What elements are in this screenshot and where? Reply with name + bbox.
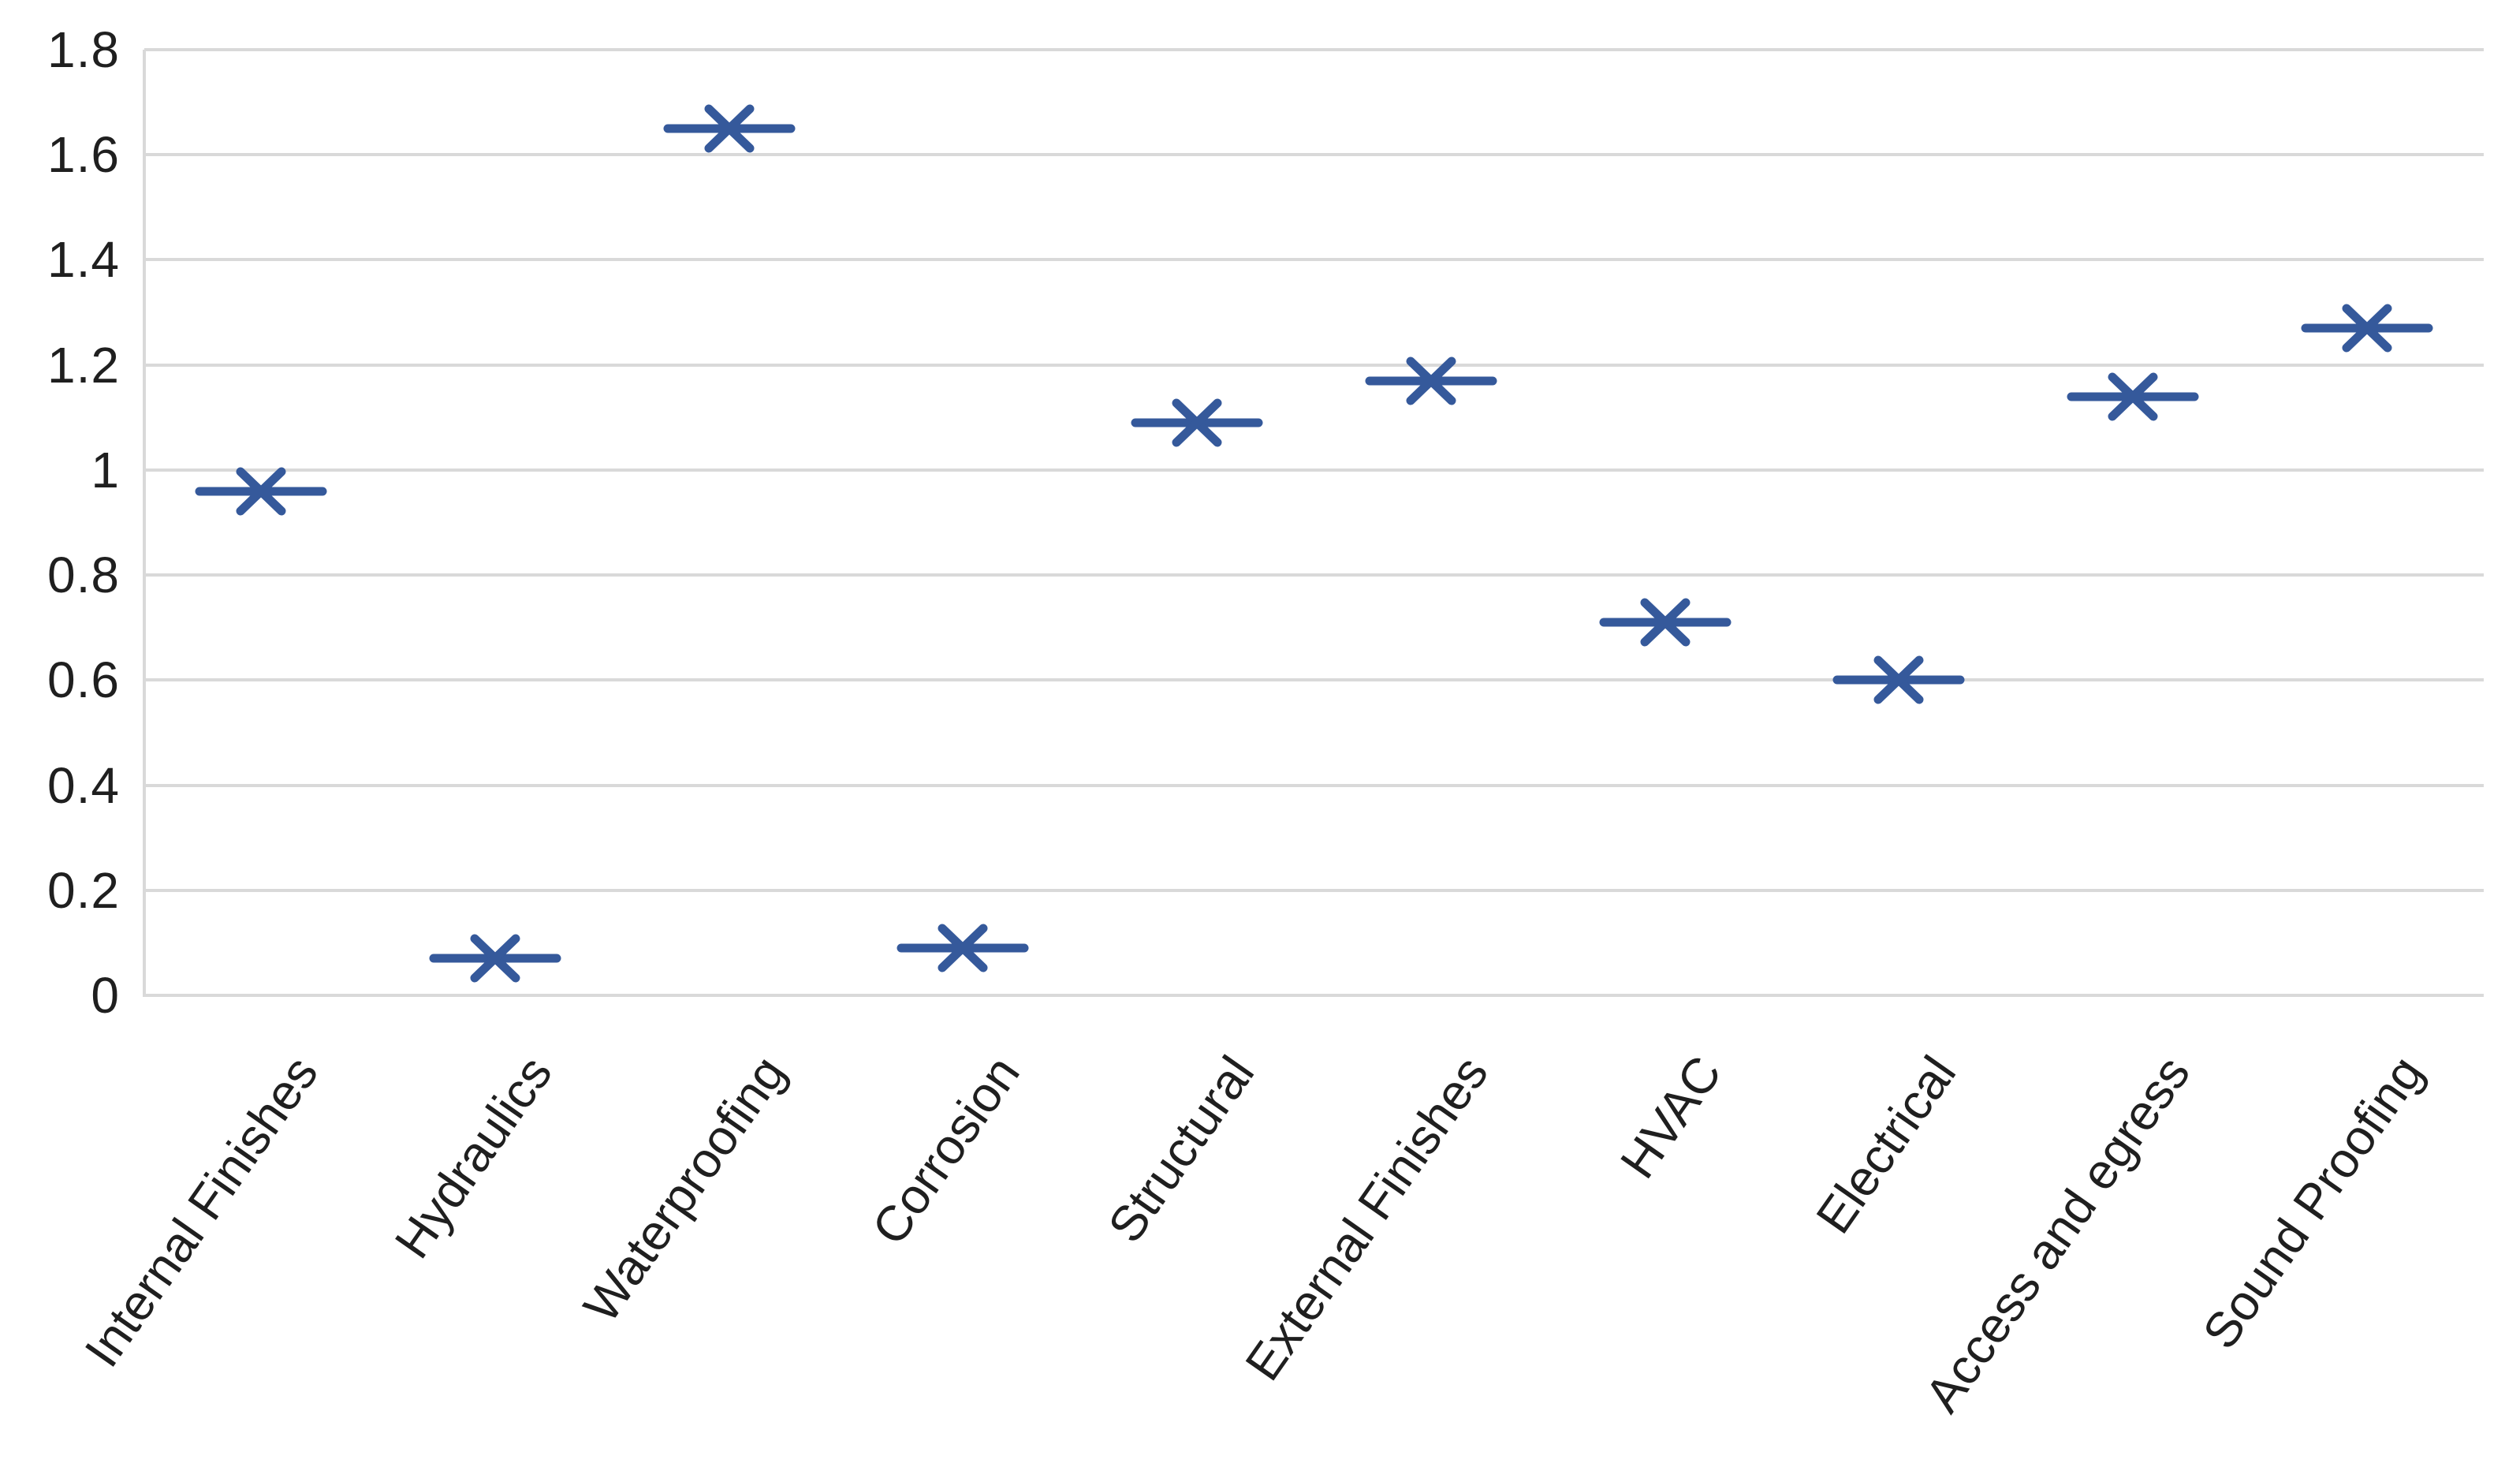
data-marker-hvac[interactable] [1598, 591, 1732, 654]
y-gridline [144, 48, 2484, 51]
x-category-label-access-and-egress: Access and egress [1914, 1046, 2201, 1423]
y-axis-line [143, 50, 146, 997]
marker-stroke [236, 467, 286, 516]
y-gridline [144, 783, 2484, 787]
x-category-label-sound-proofing: Sound Proofing [2192, 1046, 2435, 1359]
data-marker-electrical[interactable] [1832, 648, 1966, 711]
y-gridline [144, 678, 2484, 682]
marker-stroke [1873, 655, 1924, 704]
y-tick-label: 0.2 [47, 861, 120, 919]
marker-stroke [938, 924, 988, 972]
marker-stroke [470, 934, 520, 983]
y-gridline [144, 888, 2484, 892]
y-tick-label: 1.6 [47, 126, 120, 184]
y-gridline [144, 363, 2484, 367]
y-tick-label: 1.2 [47, 336, 120, 394]
y-tick-label: 0.4 [47, 756, 120, 814]
x-category-label-corrosion: Corrosion [862, 1046, 1031, 1255]
data-marker-structural[interactable] [1130, 391, 1264, 454]
y-gridline [144, 258, 2484, 262]
y-tick-label: 0 [91, 967, 120, 1024]
data-marker-external-finishes[interactable] [1364, 349, 1498, 412]
data-marker-waterproofing[interactable] [662, 97, 796, 160]
y-tick-label: 0.8 [47, 547, 120, 604]
x-category-label-hydraulics: Hydraulics [384, 1046, 563, 1268]
marker-stroke [704, 104, 755, 153]
marker-stroke [2342, 304, 2392, 353]
data-marker-internal-finishes[interactable] [194, 460, 328, 523]
y-tick-label: 0.6 [47, 651, 120, 709]
marker-stroke [1640, 598, 1691, 647]
data-marker-hydraulics[interactable] [428, 927, 562, 990]
data-marker-sound-proofing[interactable] [2300, 297, 2434, 360]
y-tick-label: 1.4 [47, 231, 120, 289]
x-axis-line [144, 994, 2484, 997]
y-tick-label: 1 [91, 441, 120, 498]
y-gridline [144, 153, 2484, 157]
data-marker-corrosion[interactable] [896, 916, 1030, 980]
x-category-label-structural: Structural [1097, 1046, 1265, 1252]
x-category-label-waterproofing: Waterproofing [573, 1046, 797, 1333]
x-category-label-electrical: Electrical [1806, 1046, 1966, 1244]
y-tick-label: 1.8 [47, 21, 120, 78]
x-category-label-hvac: HVAC [1610, 1046, 1733, 1189]
y-gridline [144, 468, 2484, 472]
x-category-label-external-finishes: External Finishes [1235, 1046, 1499, 1390]
x-category-label-internal-finishes: Internal Finishes [74, 1046, 330, 1377]
y-gridline [144, 573, 2484, 577]
marker-stroke [2108, 372, 2158, 421]
data-marker-access-and-egress[interactable] [2066, 365, 2200, 428]
marker-stroke [1172, 398, 1222, 447]
marker-stroke [1406, 356, 1456, 405]
